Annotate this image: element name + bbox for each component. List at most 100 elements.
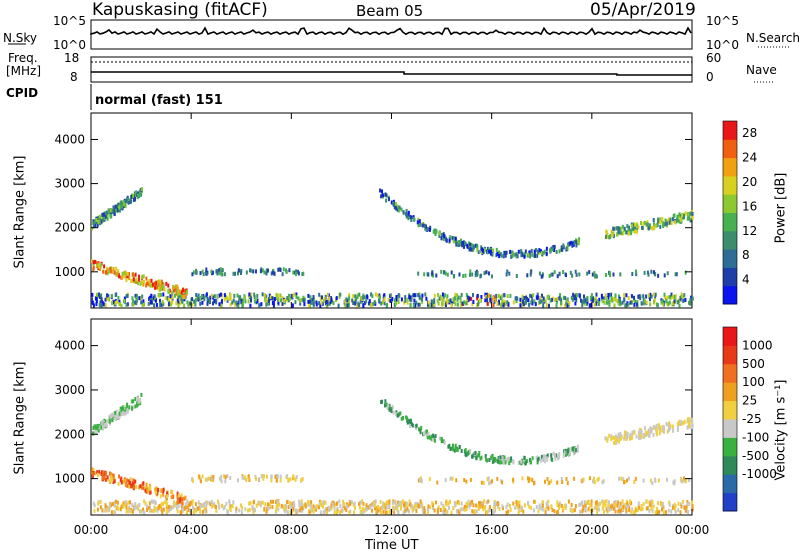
power-cell-early xyxy=(92,260,95,265)
power-cell-e-band xyxy=(612,297,615,301)
velocity-colorbar-segment xyxy=(723,363,737,383)
power-cell-late-strip xyxy=(643,270,646,275)
power-cell-e-band xyxy=(501,294,504,299)
velocity-cell-early xyxy=(110,472,113,477)
power-cell-early xyxy=(153,281,156,286)
velocity-cell-e-band xyxy=(431,501,434,506)
velocity-cell-evening-arc xyxy=(517,460,520,465)
power-cell-late-strip xyxy=(529,270,532,275)
power-cell-late-strip xyxy=(578,272,581,277)
nave-label: Nave xyxy=(746,63,777,77)
velocity-cell-e-band xyxy=(641,506,644,511)
velocity-cell-mid-strip xyxy=(237,478,239,483)
velocity-cell-late-arc xyxy=(633,430,636,435)
velocity-cell-e-band xyxy=(448,505,450,510)
power-cell-evening-arc xyxy=(533,253,536,258)
power-cell-evening-arc xyxy=(405,212,408,217)
velocity-cell-e-band xyxy=(524,503,526,508)
velocity-cell-dawn-arc xyxy=(92,431,94,436)
velocity-cell-late-arc xyxy=(678,419,681,424)
power-cell-late-strip xyxy=(571,273,574,278)
velocity-cell-e-band xyxy=(466,502,469,507)
power-cell-e-band xyxy=(502,303,505,308)
power-cell-e-band xyxy=(169,294,172,299)
power-cell-evening-arc xyxy=(466,244,469,249)
velocity-cell-e-band xyxy=(596,510,599,514)
velocity-cell-e-band xyxy=(564,506,567,511)
velocity-cell-e-band xyxy=(336,506,339,511)
velocity-cell-e-band xyxy=(333,510,336,515)
velocity-cell-late-strip xyxy=(596,477,599,482)
velocity-cell-e-band xyxy=(320,502,323,507)
velocity-cell-e-band xyxy=(668,502,671,507)
power-cell-e-band xyxy=(395,295,398,300)
power-cell-e-band xyxy=(232,298,235,303)
power-cell-e-band xyxy=(605,300,608,305)
power-cell-evening-arc xyxy=(410,218,413,222)
velocity-cell-late-strip xyxy=(566,481,569,486)
power-cell-e-band xyxy=(361,295,364,300)
velocity-cell-e-band xyxy=(479,501,482,506)
power-cell-e-band xyxy=(141,303,144,307)
velocity-cell-e-band xyxy=(137,507,140,511)
velocity-cell-e-band xyxy=(631,507,634,512)
power-cell-e-band xyxy=(272,303,275,308)
velocity-cell-e-band xyxy=(687,510,689,514)
power-cell-mid-strip xyxy=(295,272,297,277)
velocity-cell-late-strip xyxy=(501,480,504,485)
power-colorbar-segment xyxy=(723,285,737,305)
power-cell-e-band xyxy=(395,301,398,306)
power-cell-dawn-arc xyxy=(126,197,129,202)
power-cell-e-band xyxy=(490,298,493,303)
power-cell-evening-arc xyxy=(572,242,575,247)
power-cell-e-band xyxy=(663,292,666,297)
power-cell-late-arc xyxy=(679,217,682,222)
velocity-cell-e-band xyxy=(617,509,620,514)
power-cell-dawn-arc xyxy=(134,196,137,201)
power-cell-evening-arc xyxy=(567,243,570,247)
velocity-cell-evening-arc xyxy=(400,416,403,421)
power-colorbar-segment xyxy=(723,121,737,140)
velocity-cell-e-band xyxy=(217,499,219,504)
velocity-cell-late-arc xyxy=(626,432,629,437)
power-cell-late-arc xyxy=(658,220,661,225)
power-cell-e-band xyxy=(454,292,457,297)
velocity-cell-late-strip xyxy=(565,477,568,481)
velocity-cell-e-band xyxy=(173,500,175,505)
velocity-cell-mid-strip xyxy=(223,474,226,479)
velocity-cell-evening-arc xyxy=(568,447,571,452)
velocity-cell-mid-strip xyxy=(192,478,194,483)
power-cell-e-band xyxy=(295,292,298,297)
power-cell-dawn-arc xyxy=(136,193,138,198)
velocity-cell-e-band xyxy=(649,503,652,508)
velocity-cell-late-strip xyxy=(627,476,630,481)
velocity-cell-early xyxy=(120,480,123,485)
velocity-cell-evening-arc xyxy=(523,455,526,460)
power-cell-e-band xyxy=(323,298,326,303)
velocity-cell-late-strip xyxy=(444,478,447,483)
power-cell-early xyxy=(161,284,164,289)
power-cell-early xyxy=(174,284,177,289)
velocity-cell-early xyxy=(109,478,112,483)
power-cell-e-band xyxy=(590,293,593,298)
velocity-cell-late-strip xyxy=(601,480,604,485)
velocity-cell-late-strip xyxy=(624,480,627,485)
velocity-cell-e-band xyxy=(553,509,556,514)
velocity-cell-mid-strip xyxy=(212,475,215,480)
velocity-cell-e-band xyxy=(654,510,657,515)
power-cell-dawn-arc xyxy=(140,192,143,197)
velocity-cell-e-band xyxy=(203,502,205,507)
velocity-cell-e-band xyxy=(484,505,487,509)
velocity-cell-e-band xyxy=(398,502,401,507)
power-cell-e-band xyxy=(472,293,474,297)
power-cell-evening-arc xyxy=(573,240,576,244)
power-cell-e-band xyxy=(619,300,622,305)
velocity-cell-e-band xyxy=(414,502,417,506)
velocity-cell-e-band xyxy=(189,508,192,513)
power-cell-dawn-arc xyxy=(122,202,125,207)
power-cell-e-band xyxy=(368,301,370,306)
power-cell-e-band xyxy=(302,295,305,300)
power-cell-e-band xyxy=(485,294,487,299)
power-cell-dawn-arc xyxy=(138,192,141,197)
velocity-cell-late-arc xyxy=(623,436,626,441)
